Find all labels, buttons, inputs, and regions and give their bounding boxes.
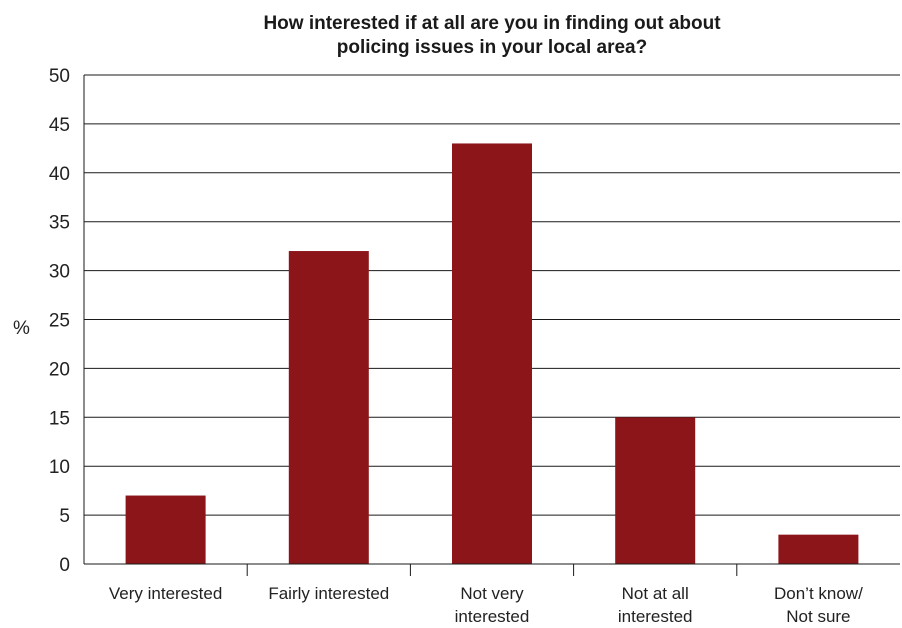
y-tick-label: 10	[49, 457, 70, 478]
x-tick-label: Very interested	[109, 584, 222, 603]
y-tick-label: 15	[49, 408, 70, 429]
y-tick-label: 0	[59, 555, 70, 576]
x-tick-label: Not sure	[786, 607, 850, 626]
x-tick-label: Not very	[460, 584, 524, 603]
chart-title-line: How interested if at all are you in find…	[263, 13, 721, 34]
bar	[452, 143, 532, 564]
y-tick-label: 50	[49, 66, 70, 87]
bar	[778, 534, 859, 564]
chart-title-line: policing issues in your local area?	[337, 37, 647, 58]
y-tick-label: 40	[49, 164, 70, 185]
y-tick-label: 30	[49, 262, 70, 283]
y-tick-labels: 0 5 10 15 20 25 30 35 40 45 50	[49, 66, 70, 576]
x-tick-label: Fairly interested	[268, 584, 389, 603]
bar	[288, 251, 369, 565]
bars	[125, 143, 859, 565]
bar	[125, 495, 206, 564]
y-tick-label: 45	[49, 115, 70, 136]
chart-title: How interested if at all are you in find…	[263, 13, 721, 58]
x-tick-labels: Very interested Fairly interested Not very…	[109, 584, 863, 626]
bar	[615, 417, 696, 564]
axes	[83, 75, 900, 576]
y-tick-label: 5	[59, 506, 70, 527]
x-tick-label: Not at all	[622, 584, 689, 603]
y-tick-label: 20	[49, 359, 70, 380]
x-tick-label: interested	[618, 607, 693, 626]
x-tick-label: Don’t know/	[774, 584, 863, 603]
x-tick-label: interested	[455, 607, 530, 626]
y-tick-label: 25	[49, 311, 70, 332]
y-axis-label: %	[13, 318, 30, 339]
y-tick-label: 35	[49, 213, 70, 234]
